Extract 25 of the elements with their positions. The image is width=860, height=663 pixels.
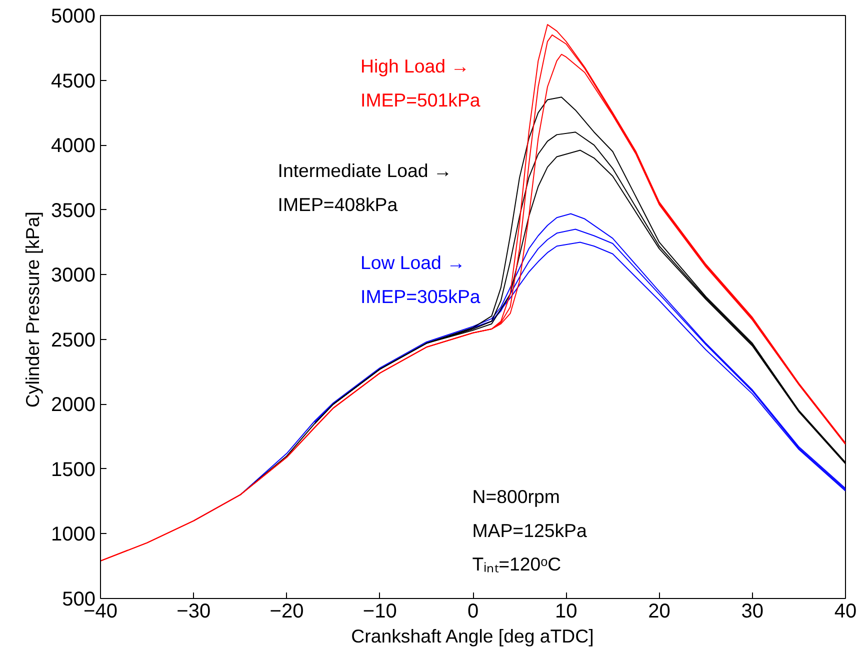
- x-axis-title: Crankshaft Angle [deg aTDC]: [351, 626, 594, 646]
- annotation: N=800rpm: [472, 486, 560, 507]
- x-tick-label: 20: [648, 600, 670, 622]
- y-tick-label: 4000: [51, 135, 96, 158]
- text: High Load → IMEP=501kPa: [360, 56, 481, 111]
- y-tick-label: 1500: [51, 458, 96, 481]
- y-tick-label: 3000: [51, 264, 96, 287]
- y-tick-label: 5000: [51, 6, 96, 28]
- y-tick-label: 3500: [51, 200, 96, 222]
- x-tick-label: −20: [270, 600, 304, 622]
- series-label: Low Load → IMEP=305kPa: [360, 252, 481, 308]
- text: Intermediate Load → IMEP=408kPa: [278, 160, 452, 215]
- x-tick-label: −30: [176, 600, 211, 622]
- annotation: MAP=125kPa: [472, 520, 588, 541]
- y-tick-label: 2500: [51, 329, 96, 352]
- y-tick-label: 1000: [51, 524, 96, 546]
- y-axis-title: Cylinder Pressure [kPa]: [22, 212, 44, 408]
- annotation: Tᵢₙₜ=120ᵒC: [472, 554, 562, 575]
- x-tick-label: 30: [741, 600, 764, 622]
- y-tick-label: 2000: [51, 394, 96, 416]
- x-tick-label: 0: [467, 600, 479, 622]
- x-tick-label: 10: [555, 600, 578, 622]
- x-tick-label: −10: [362, 600, 397, 622]
- x-tick-label: 40: [834, 600, 857, 622]
- y-tick-label: 4500: [51, 70, 96, 92]
